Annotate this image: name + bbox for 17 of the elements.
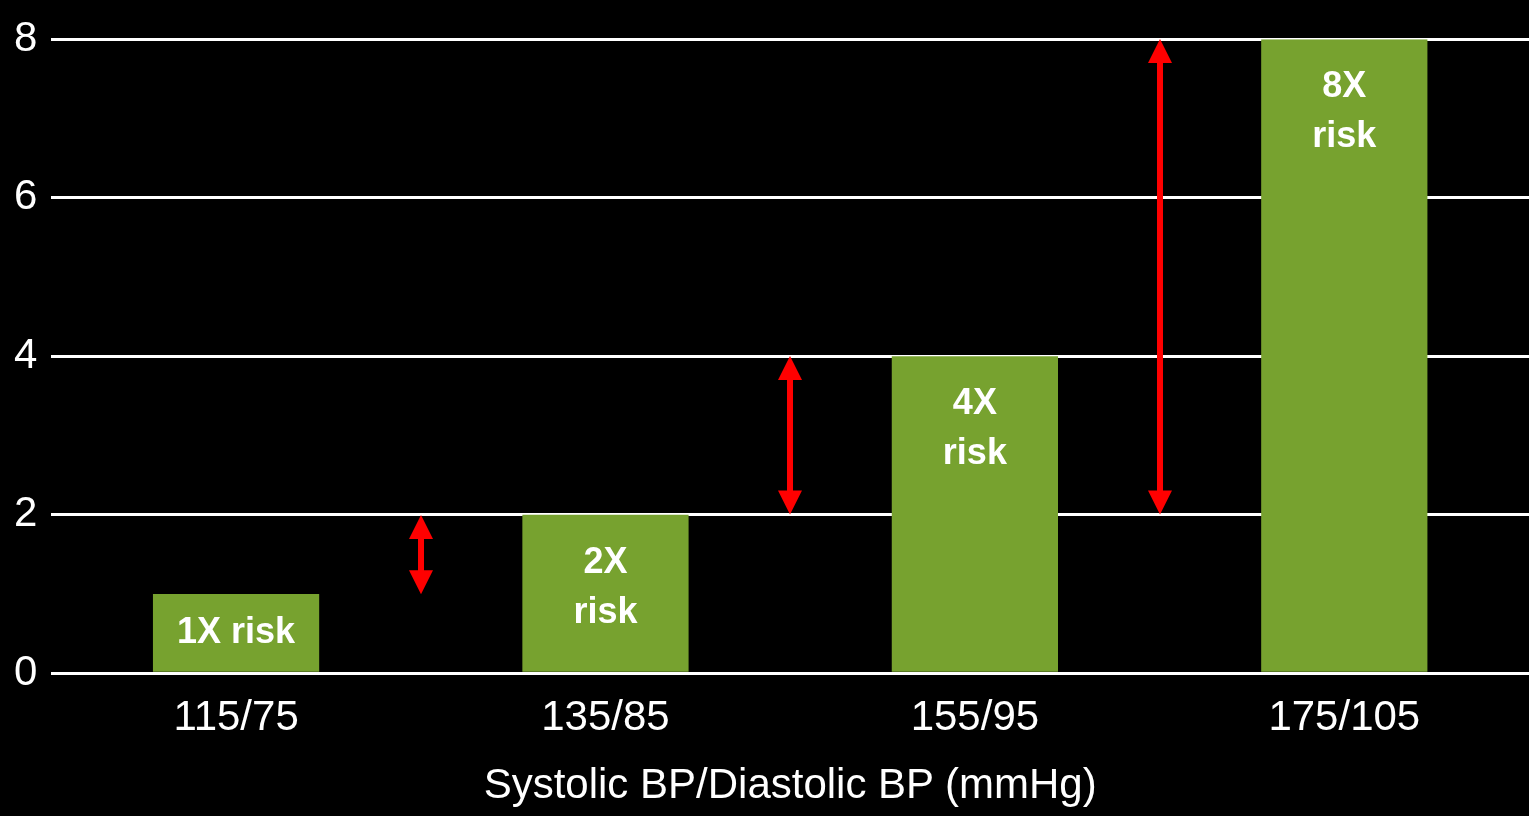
x-tick-label: 115/75 <box>173 691 299 739</box>
x-tick-label: 175/105 <box>1268 691 1421 739</box>
data-label: 8X risk <box>1312 64 1378 156</box>
y-tick-label: 4 <box>14 329 38 377</box>
data-label: 2X risk <box>573 539 639 631</box>
data-label: 1X risk <box>177 609 297 651</box>
data-label: 4X risk <box>942 381 1008 473</box>
x-tick-label: 155/95 <box>910 691 1040 739</box>
bar <box>891 356 1058 672</box>
y-tick-label: 2 <box>14 488 38 536</box>
y-tick-label: 8 <box>14 12 38 60</box>
bar <box>522 514 689 672</box>
x-tick-label: 135/85 <box>541 691 670 739</box>
y-tick-label: 6 <box>14 171 38 219</box>
y-tick-label: 0 <box>14 646 38 694</box>
bar <box>1261 39 1428 672</box>
x-axis-title: Systolic BP/Diastolic BP (mmHg) <box>483 760 1097 808</box>
